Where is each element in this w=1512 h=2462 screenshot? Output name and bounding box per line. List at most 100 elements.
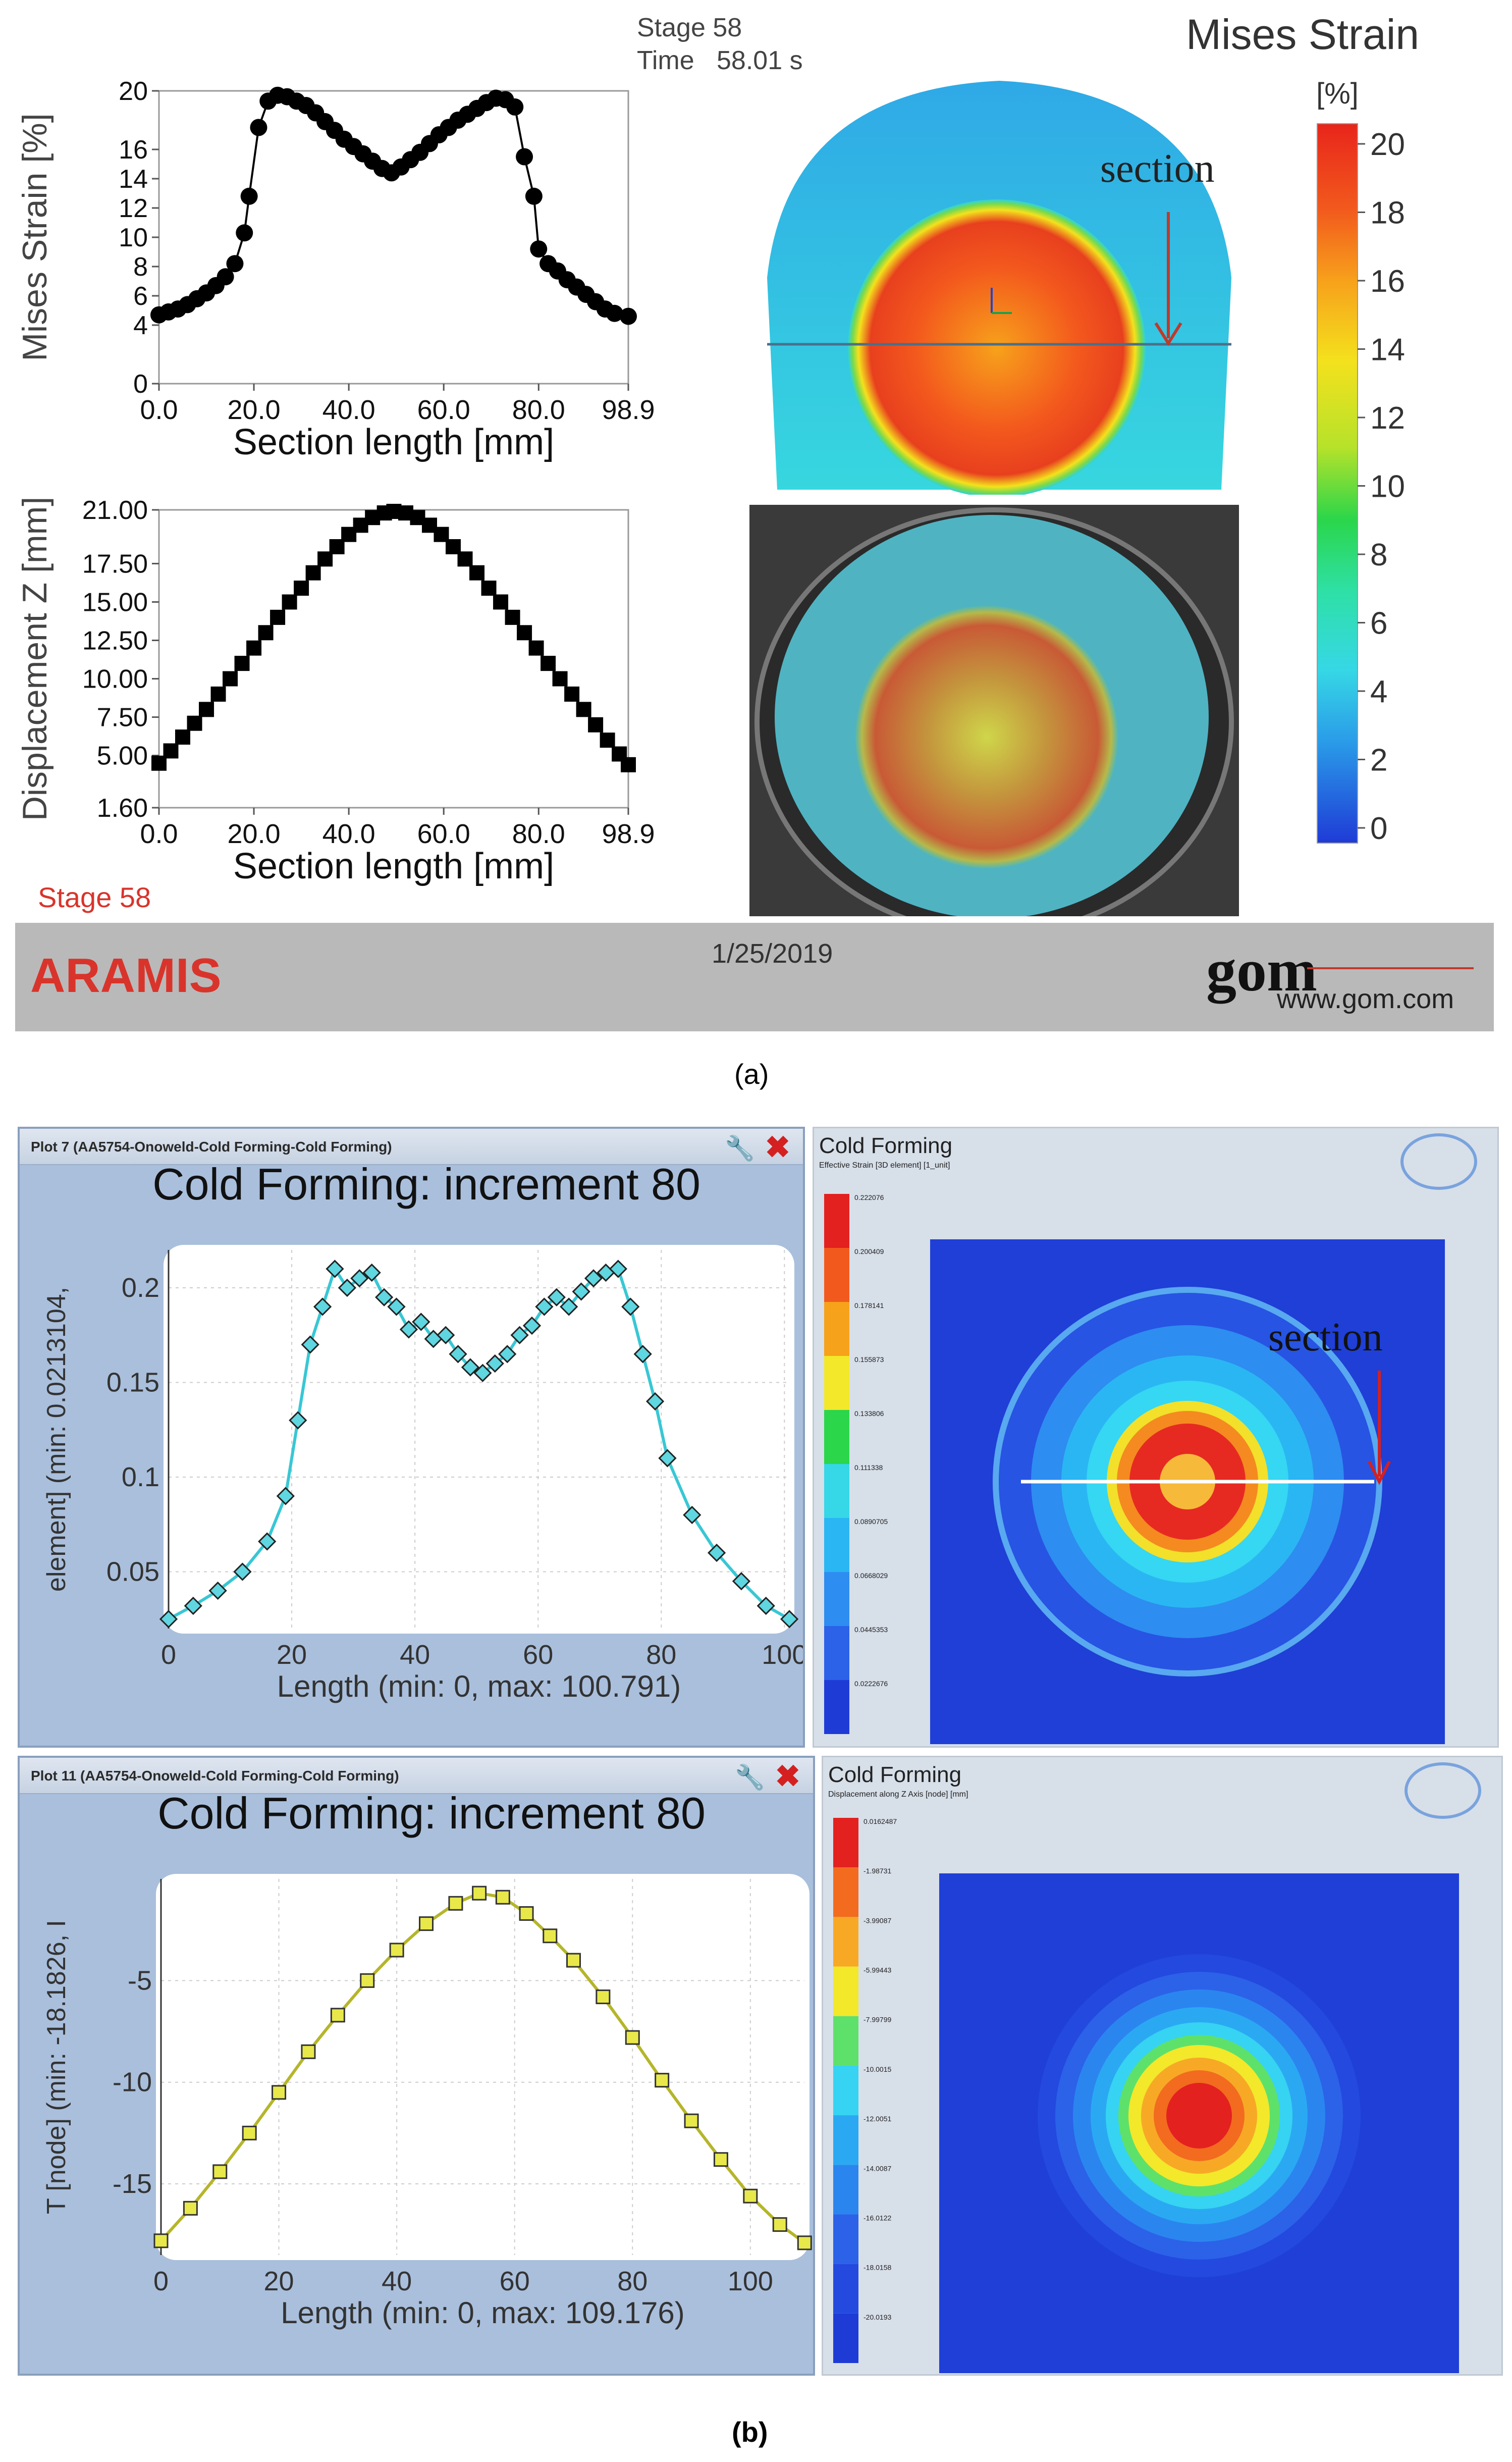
colorbar-tick-label: 4 <box>1370 674 1387 709</box>
x-axis-label: Section length [mm] <box>233 846 554 886</box>
plot-window-1-title: Plot 7 (AA5754-Onoweld-Cold Forming-Cold… <box>31 1139 392 1155</box>
legend-label: 0.0162487 <box>863 1817 897 1825</box>
x-tick-label: 0 <box>161 1640 176 1670</box>
y-tick-label: 4 <box>133 311 148 340</box>
data-point <box>184 1596 202 1615</box>
legend-label: 0.0668029 <box>854 1572 888 1580</box>
data-point <box>797 2235 812 2250</box>
x-tick-label: 20 <box>264 2266 294 2296</box>
contour-map-2 <box>939 1873 1459 2373</box>
colorbar-tick-label: 6 <box>1370 606 1387 641</box>
plot-area <box>156 1874 809 2260</box>
legend-label: -7.99799 <box>863 2016 891 2024</box>
data-point <box>305 565 321 581</box>
data-point <box>683 1505 701 1525</box>
data-point <box>374 1288 394 1306</box>
plot-window-2: Plot 11 (AA5754-Onoweld-Cold Forming-Col… <box>18 1756 815 2376</box>
plot-frame <box>158 90 629 385</box>
y-axis-label: element] (min: 0.0213104, <box>42 1287 71 1592</box>
data-point <box>621 1297 640 1316</box>
legend-label: -18.0158 <box>863 2264 891 2272</box>
colorbar-tick-label: 0 <box>1370 811 1387 846</box>
data-point <box>330 2008 345 2023</box>
x-tick-label: 60.0 <box>417 395 470 425</box>
data-point <box>240 187 258 205</box>
legend-swatch <box>824 1194 849 1248</box>
data-point <box>498 1345 517 1364</box>
data-point <box>530 240 548 258</box>
map-window-2: Cold Forming Displacement along Z Axis [… <box>822 1756 1503 2376</box>
x-axis-label: Length (min: 0, max: 109.176) <box>281 2296 684 2330</box>
data-point <box>282 594 297 610</box>
colorbar-tick-label: 12 <box>1370 401 1405 436</box>
legend-label: -16.0122 <box>863 2214 891 2222</box>
map-window-1: Cold Forming Effective Strain [3D elemen… <box>813 1127 1499 1748</box>
data-point <box>543 1928 558 1944</box>
data-point <box>199 702 214 717</box>
close-icon[interactable]: ✖ <box>775 1759 800 1793</box>
data-point <box>246 640 262 656</box>
legend-swatch <box>824 1572 849 1626</box>
data-point <box>212 2164 228 2179</box>
data-point <box>566 1953 581 1968</box>
x-tick-label: 80.0 <box>512 395 565 425</box>
data-point <box>588 717 604 732</box>
data-point <box>505 609 520 625</box>
wrench-icon[interactable]: 🔧 <box>725 1135 755 1162</box>
data-point <box>258 625 274 641</box>
data-point <box>350 1269 369 1288</box>
section-label-b: section <box>1268 1315 1383 1359</box>
legend-swatch <box>824 1410 849 1464</box>
data-point <box>313 1297 332 1316</box>
legend-label: 0.133806 <box>854 1409 884 1418</box>
data-point <box>506 98 524 116</box>
plot-frame <box>158 509 629 809</box>
data-point <box>389 1943 404 1958</box>
data-point <box>437 1326 455 1344</box>
x-tick-label: 40.0 <box>322 819 375 849</box>
legend-label: 0.0890705 <box>854 1517 888 1526</box>
data-point <box>208 1581 227 1600</box>
data-point <box>780 1610 799 1629</box>
data-point <box>223 671 238 687</box>
stage-note: Stage 58 <box>38 881 151 913</box>
data-point <box>289 1411 307 1430</box>
plot-title: Cold Forming: increment 80 <box>157 1793 706 1838</box>
data-point <box>461 1358 480 1377</box>
data-point <box>621 757 636 772</box>
chart-effective-strain: Cold Forming: increment 80 0 20 40 60 80 100 0.… <box>42 1164 803 1703</box>
y-tick-label: 0.05 <box>106 1557 159 1587</box>
footer-bar: ARAMIS 1/25/2019 gom www.gom.com <box>15 923 1494 1031</box>
axis-triad-icon <box>991 288 1012 314</box>
data-point <box>360 1973 375 1988</box>
data-point <box>547 1288 566 1306</box>
data-point <box>572 1282 590 1301</box>
wrench-icon[interactable]: 🔧 <box>735 1764 765 1791</box>
legend-label: -20.0193 <box>863 2313 891 2321</box>
x-tick-label: 40 <box>382 2266 412 2296</box>
data-point <box>564 686 580 702</box>
data-point <box>655 2073 670 2088</box>
close-icon[interactable]: ✖ <box>765 1130 790 1164</box>
footer-date: 1/25/2019 <box>712 938 833 969</box>
data-point <box>399 1320 418 1339</box>
data-point <box>495 1890 510 1905</box>
legend-swatch <box>833 2165 858 2215</box>
data-point <box>522 1316 542 1335</box>
data-point <box>234 656 250 671</box>
x-tick-label: 20.0 <box>228 819 281 849</box>
x-tick-label: 100 <box>728 2266 773 2296</box>
map2-subtitle: Displacement along Z Axis [node] [mm] <box>828 1790 968 1799</box>
data-point <box>645 1392 665 1411</box>
legend-label: 0.200409 <box>854 1247 884 1255</box>
data-point <box>210 686 226 702</box>
data-point <box>153 2233 169 2248</box>
legend-label: 0.0222676 <box>854 1680 888 1688</box>
x-tick-label: 0.0 <box>140 819 178 849</box>
map-title: Mises Strain <box>1186 11 1420 58</box>
legend-label: -14.0087 <box>863 2164 891 2172</box>
legend-swatch <box>833 1966 858 2016</box>
data-point <box>412 1313 430 1331</box>
y-tick-label: 7.50 <box>97 703 148 732</box>
